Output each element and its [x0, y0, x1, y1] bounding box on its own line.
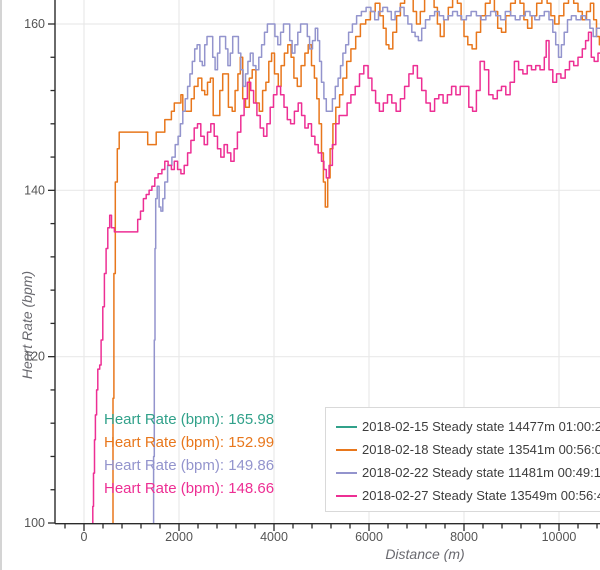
series-lines — [92, 0, 600, 523]
y-tick-label: 140 — [24, 183, 45, 197]
legend: 2018-02-15 Steady state 14477m 01:00:2 20… — [325, 407, 600, 512]
legend-line-swatch-icon — [336, 425, 357, 428]
legend-item[interactable]: 2018-02-15 Steady state 14477m 01:00:2 — [336, 415, 600, 438]
legend-item-label: 2018-02-15 Steady state 14477m 01:00:2 — [362, 419, 600, 434]
legend-item-label: 2018-02-18 Steady state 13541m 00:56:0 — [362, 442, 600, 457]
series-line-2018-02-18 — [112, 0, 600, 523]
legend-line-swatch-icon — [336, 471, 357, 474]
series-line-2018-02-22 — [152, 6, 600, 523]
series-line-2018-02-27 — [92, 31, 600, 523]
y-axis-title: Heart Rate (bpm) — [19, 271, 35, 379]
legend-item[interactable]: 2018-02-22 Steady state 11481m 00:49:1 — [336, 461, 600, 484]
x-tick-label: 10000 — [542, 530, 577, 544]
x-tick-label: 2000 — [165, 530, 193, 544]
y-tick-label: 160 — [24, 17, 45, 31]
axes: 0 2000 4000 6000 8000 10000 100 120 140 160 Distan… — [19, 0, 600, 562]
x-tick-label: 0 — [81, 530, 88, 544]
legend-item[interactable]: 2018-02-27 Steady State 13549m 00:56:4 — [336, 484, 600, 507]
y-tick-label: 100 — [24, 516, 45, 530]
x-tick-label: 8000 — [450, 530, 478, 544]
legend-line-swatch-icon — [336, 494, 357, 497]
legend-item-label: 2018-02-22 Steady state 11481m 00:49:1 — [362, 465, 600, 480]
y-tick-label: 120 — [24, 350, 45, 364]
legend-item-label: 2018-02-27 Steady State 13549m 00:56:4 — [362, 488, 600, 503]
x-axis-title: Distance (m) — [385, 546, 464, 562]
legend-line-swatch-icon — [336, 448, 357, 451]
x-tick-label: 6000 — [355, 530, 383, 544]
legend-item[interactable]: 2018-02-18 Steady state 13541m 00:56:0 — [336, 438, 600, 461]
x-tick-label: 4000 — [260, 530, 288, 544]
gridlines — [55, 0, 600, 523]
